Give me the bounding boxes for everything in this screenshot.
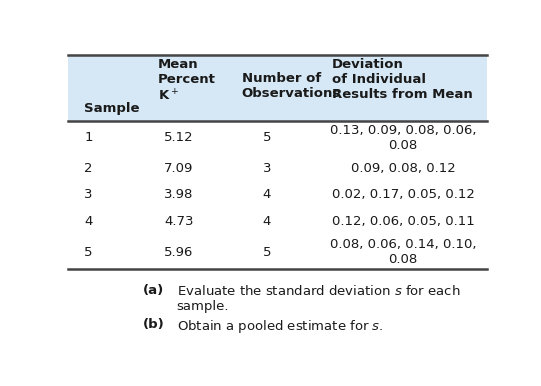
Text: (a): (a): [143, 284, 164, 297]
Text: 5: 5: [262, 131, 271, 144]
Text: 4: 4: [84, 215, 93, 228]
Bar: [68, 55, 487, 120]
Text: Mean
Percent
K$^+$: Mean Percent K$^+$: [158, 58, 216, 104]
Text: 0.02, 0.17, 0.05, 0.12: 0.02, 0.17, 0.05, 0.12: [332, 188, 474, 201]
Text: 5: 5: [262, 245, 271, 259]
Text: 3: 3: [84, 188, 93, 201]
Text: (b): (b): [143, 318, 165, 331]
Text: Sample: Sample: [84, 102, 140, 115]
Text: Number of
Observations: Number of Observations: [242, 71, 341, 100]
Text: 0.13, 0.09, 0.08, 0.06,
0.08: 0.13, 0.09, 0.08, 0.06, 0.08: [330, 124, 476, 152]
Text: 7.09: 7.09: [164, 162, 194, 175]
Text: 4: 4: [262, 215, 271, 228]
Text: 1: 1: [84, 131, 93, 144]
Text: 3.98: 3.98: [164, 188, 194, 201]
Text: 5: 5: [84, 245, 93, 259]
Text: Evaluate the standard deviation $s$ for each
sample.: Evaluate the standard deviation $s$ for …: [176, 284, 460, 313]
Text: 3: 3: [262, 162, 271, 175]
Text: 4.73: 4.73: [164, 215, 194, 228]
Text: 2: 2: [84, 162, 93, 175]
Text: 0.09, 0.08, 0.12: 0.09, 0.08, 0.12: [351, 162, 456, 175]
Text: 4: 4: [262, 188, 271, 201]
Text: 0.08, 0.06, 0.14, 0.10,
0.08: 0.08, 0.06, 0.14, 0.10, 0.08: [330, 238, 476, 266]
Text: Obtain a pooled estimate for $s$.: Obtain a pooled estimate for $s$.: [176, 318, 383, 335]
Text: 0.12, 0.06, 0.05, 0.11: 0.12, 0.06, 0.05, 0.11: [332, 215, 474, 228]
Text: 5.12: 5.12: [164, 131, 194, 144]
Text: 5.96: 5.96: [164, 245, 194, 259]
Text: Deviation
of Individual
Results from Mean: Deviation of Individual Results from Mea…: [332, 58, 472, 101]
